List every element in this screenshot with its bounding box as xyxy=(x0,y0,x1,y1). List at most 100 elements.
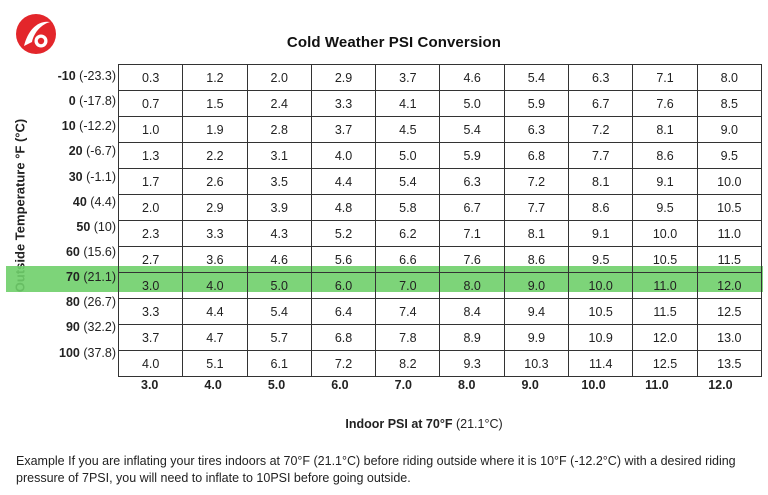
table-cell: 5.9 xyxy=(503,90,570,117)
table-cell: 1.7 xyxy=(117,168,184,195)
table-cell: 4.0 xyxy=(310,142,377,169)
row-label-f: 70 xyxy=(65,270,80,285)
table-cell: 4.7 xyxy=(182,324,248,351)
row-label-f: -10 xyxy=(57,69,76,83)
table-cell: 7.2 xyxy=(503,168,570,195)
row-label: 20 (-6.7) xyxy=(20,139,116,164)
page-title: Cold Weather PSI Conversion xyxy=(286,34,502,51)
table-cell: 8.0 xyxy=(696,64,762,91)
table-cell: 9.5 xyxy=(568,246,634,273)
table-cell: 9.1 xyxy=(568,220,634,247)
table-cell: 8.1 xyxy=(503,220,570,247)
table-row: 0.3 1.2 2.0 2.9 3.7 4.6 5.4 6.3 7.1 8.0 xyxy=(117,64,762,91)
row-label-f: 80 xyxy=(65,295,80,310)
table-row: 3.7 4.7 5.7 6.8 7.8 8.9 9.9 10.9 12.0 13.0 xyxy=(117,324,762,351)
row-label-c: (32.2) xyxy=(83,320,116,335)
table-cell: 6.3 xyxy=(439,168,505,195)
row-label: 30 (-1.1) xyxy=(20,165,116,190)
table-cell: 6.3 xyxy=(503,116,570,143)
table-cell: 2.9 xyxy=(182,194,248,221)
row-label-f: 50 xyxy=(76,219,91,234)
table-cell: 8.1 xyxy=(632,116,698,143)
x-axis-label-bold: Indoor PSI at 70°F xyxy=(345,417,453,431)
table-cell: 5.9 xyxy=(439,142,505,169)
table-cell: 3.9 xyxy=(246,194,312,221)
table-cell: 5.6 xyxy=(310,246,377,273)
table-cell: 5.4 xyxy=(375,168,441,195)
table-cell: 4.0 xyxy=(182,272,248,299)
table-row: 1.0 1.9 2.8 3.7 4.5 5.4 6.3 7.2 8.1 9.0 xyxy=(117,116,762,143)
table-cell: 8.1 xyxy=(568,168,634,195)
column-header: 7.0 xyxy=(394,378,413,392)
table-cell: 2.6 xyxy=(182,168,248,195)
table-cell: 6.8 xyxy=(310,324,377,351)
table-cell: 6.7 xyxy=(439,194,505,221)
table-cell: 7.4 xyxy=(375,298,441,325)
table-cell: 12.0 xyxy=(632,324,698,351)
table-cell: 7.7 xyxy=(568,142,634,169)
table-cell: 7.2 xyxy=(310,350,377,377)
x-axis-label-suffix: (21.1°C) xyxy=(455,417,503,431)
table-cell: 10.5 xyxy=(632,246,698,273)
table-cell: 6.6 xyxy=(375,246,441,273)
table-cell: 9.4 xyxy=(503,298,570,325)
column-header: 4.0 xyxy=(204,378,222,392)
row-label-c: (-1.1) xyxy=(86,169,116,184)
table-row: 3.0 4.0 5.0 6.0 7.0 8.0 9.0 10.0 11.0 12.0 xyxy=(117,272,762,299)
column-headers: 3.0 4.0 5.0 6.0 7.0 8.0 9.0 10.0 11.0 12.0 xyxy=(118,378,752,392)
table-cell: 12.5 xyxy=(632,350,698,377)
table-cell: 8.6 xyxy=(568,194,634,221)
row-label: 80 (26.7) xyxy=(20,290,116,315)
table-cell: 12.0 xyxy=(696,272,762,299)
table-cell: 3.3 xyxy=(182,220,248,247)
row-label-c: (21.1) xyxy=(83,270,116,285)
column-header: 10.0 xyxy=(581,378,606,392)
table-cell: 4.4 xyxy=(182,298,248,325)
table-cell: 5.4 xyxy=(439,116,505,143)
table-cell: 4.5 xyxy=(375,116,441,143)
table-cell: 8.9 xyxy=(439,324,505,351)
table-cell: 3.7 xyxy=(310,116,377,143)
row-label-f: 60 xyxy=(65,244,80,259)
table-cell: 8.2 xyxy=(375,350,441,377)
row-label-f: 20 xyxy=(68,144,83,159)
table-cell: 13.5 xyxy=(696,350,762,377)
table-cell: 5.2 xyxy=(310,220,377,247)
table-cell: 6.7 xyxy=(568,90,634,117)
table-cell: 13.0 xyxy=(696,324,762,351)
row-label-f: 90 xyxy=(65,320,80,335)
row-label: 100 (37.8) xyxy=(20,341,116,366)
table-cell: 3.6 xyxy=(182,246,248,273)
table-cell: 1.9 xyxy=(182,116,248,143)
table-cell: 8.4 xyxy=(439,298,505,325)
column-header: 6.0 xyxy=(331,378,349,392)
table-cell: 11.0 xyxy=(632,272,698,299)
table-cell: 1.0 xyxy=(117,116,184,143)
row-label-c: (26.7) xyxy=(83,295,116,310)
row-label: 60 (15.6) xyxy=(20,240,116,265)
table-cell: 5.4 xyxy=(503,64,570,91)
table-cell: 7.8 xyxy=(375,324,441,351)
table-cell: 4.4 xyxy=(310,168,377,195)
table-cell: 10.0 xyxy=(568,272,634,299)
table-cell: 9.0 xyxy=(696,116,762,143)
column-header: 3.0 xyxy=(141,378,159,392)
table-cell: 4.1 xyxy=(375,90,441,117)
table-cell: 2.2 xyxy=(182,142,248,169)
table-cell: 4.6 xyxy=(246,246,312,273)
table-cell: 1.3 xyxy=(117,142,184,169)
table-cell: 4.8 xyxy=(310,194,377,221)
psi-conversion-table: 0.3 1.2 2.0 2.9 3.7 4.6 5.4 6.3 7.1 8.0 0.7 1.5 2.4 3… xyxy=(117,64,762,377)
table-cell: 7.1 xyxy=(632,64,698,91)
row-label-f: 100 xyxy=(59,345,80,360)
table-row: 1.3 2.2 3.1 4.0 5.0 5.9 6.8 7.7 8.6 9.5 xyxy=(117,142,762,169)
row-label: -10 (-23.3) xyxy=(20,64,116,89)
table-cell: 1.2 xyxy=(182,64,248,91)
table-cell: 12.5 xyxy=(696,298,762,325)
table-cell: 5.7 xyxy=(246,324,312,351)
table-cell: 11.5 xyxy=(696,246,762,273)
table-cell: 3.3 xyxy=(310,90,377,117)
table-cell: 7.7 xyxy=(503,194,570,221)
table-cell: 7.2 xyxy=(568,116,634,143)
row-label-c: (-6.7) xyxy=(86,144,116,159)
